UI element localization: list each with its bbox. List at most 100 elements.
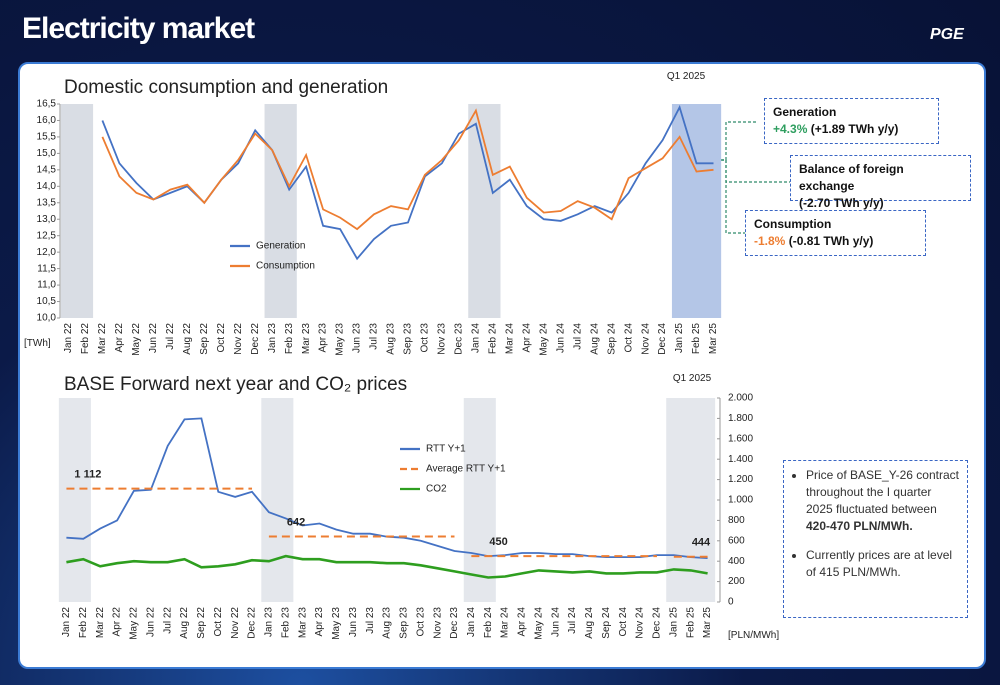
series-line [101,108,714,231]
bullet: Price of BASE_Y-26 contract throughout t… [806,467,959,535]
highlight-band [261,398,294,602]
y-tick-label: 800 [728,515,745,526]
x-tick-label: Aug 23 [382,607,393,639]
x-tick-label: Oct 23 [415,607,426,637]
x-tick-label: May 22 [129,607,140,640]
x-tick-label: Mar 23 [301,323,312,355]
callout-title: Consumption [754,217,832,231]
x-tick-label: Jun 23 [352,323,363,353]
x-tick-label: Apr 23 [318,323,329,353]
x-tick-label: Jun 24 [550,607,561,637]
x-tick-label: Jan 24 [466,607,477,637]
x-tick-label: May 23 [335,323,346,356]
callout-detail: (+1.89 TWh y/y) [810,122,899,136]
x-tick-label: Sep 24 [606,323,617,355]
x-tick-label: Nov 22 [233,323,244,355]
x-tick-label: Feb 25 [691,323,702,355]
x-tick-label: Mar 24 [504,323,515,355]
bullets: Price of BASE_Y-26 contract throughout t… [783,460,968,618]
y-tick-label: 1.600 [728,433,753,444]
legend-label: Average RTT Y+1 [426,464,506,475]
y-tick-label: 1.400 [728,454,753,465]
callout-detail: (-2.70 TWh y/y) [799,196,884,210]
x-tick-label: Dec 23 [449,607,460,639]
x-tick-label: Jan 25 [674,323,685,353]
x-tick-label: Mar 25 [708,323,719,355]
y-tick-label: 200 [728,576,745,587]
connector [716,121,758,161]
x-tick-label: Oct 24 [618,607,629,637]
x-tick-label: Mar 22 [97,323,108,355]
x-tick-label: Mar 25 [702,607,713,639]
series-line [101,104,714,261]
y-tick-label: 14,5 [37,164,57,175]
y-tick-label: 400 [728,556,745,567]
y-tick-label: 11,0 [37,280,56,291]
x-tick-label: Jul 24 [572,323,583,350]
y-tick-label: 0 [728,597,734,608]
highlight-band [58,398,91,602]
x-tick-label: Jul 22 [165,323,176,350]
x-tick-label: Aug 24 [589,323,600,355]
series-line [66,554,708,579]
x-tick-label: Mar 23 [297,607,308,639]
x-tick-label: Jun 22 [148,323,159,353]
x-tick-label: Jul 23 [365,607,376,634]
x-tick-label: Sep 24 [601,607,612,639]
x-tick-label: Sep 22 [199,323,210,355]
x-tick-label: Oct 22 [213,607,224,637]
x-tick-label: Oct 24 [623,323,634,353]
x-tick-label: Dec 22 [250,323,261,355]
x-tick-label: Apr 22 [112,607,123,637]
highlight-band [666,398,716,602]
x-tick-label: Apr 24 [517,607,528,637]
x-tick-label: Nov 23 [432,607,443,639]
x-tick-label: Aug 22 [179,607,190,639]
axis-unit: [PLN/MWh] [728,630,779,641]
chart-title: Domestic consumption and generation [64,77,388,98]
y-tick-label: 15,0 [37,148,57,159]
x-tick-label: Aug 24 [584,607,595,639]
x-tick-label: Feb 23 [284,323,295,355]
y-tick-label: 14,0 [37,181,57,192]
x-tick-label: Oct 22 [216,323,227,353]
x-tick-label: May 24 [533,607,544,640]
callout-title: Generation [773,105,837,119]
x-tick-label: Oct 23 [420,323,431,353]
y-tick-label: 1.000 [728,495,753,506]
y-tick-label: 600 [728,535,745,546]
callout-change: -1.8% [754,234,786,248]
average-label: 642 [287,516,305,528]
x-tick-label: Nov 24 [635,607,646,639]
x-tick-label: Apr 23 [314,607,325,637]
callout-title: Balance of foreign exchange [799,162,904,193]
callout: Generation +4.3% (+1.89 TWh y/y) [764,98,939,144]
x-tick-label: Aug 23 [386,323,397,355]
callout-detail: (-0.81 TWh y/y) [788,234,874,248]
x-tick-label: Mar 24 [500,607,511,639]
average-label: 450 [489,536,507,548]
y-tick-label: 16,5 [37,99,57,110]
x-tick-label: Jan 23 [264,607,275,637]
x-tick-label: Nov 23 [437,323,448,355]
x-tick-label: May 22 [131,323,142,356]
x-tick-label: Feb 23 [280,607,291,639]
x-tick-label: Sep 23 [403,323,414,355]
x-tick-label: Nov 22 [230,607,241,639]
y-tick-label: 13,0 [37,214,57,225]
legend-label: Generation [256,241,305,252]
x-tick-label: Jan 24 [471,323,482,353]
y-tick-label: 16,0 [37,115,57,126]
x-tick-label: Jul 23 [369,323,380,350]
x-tick-label: Mar 22 [95,607,106,639]
x-tick-label: Jan 25 [668,607,679,637]
x-tick-label: Feb 24 [483,607,494,639]
highlight-band [60,104,94,318]
x-tick-label: Sep 22 [196,607,207,639]
x-tick-label: Feb 24 [487,323,498,355]
highlight-label: Q1 2025 [673,373,712,384]
y-tick-label: 1.800 [728,413,753,424]
x-tick-label: Dec 24 [657,323,668,355]
x-tick-label: Jun 22 [145,607,156,637]
x-tick-label: Apr 22 [114,323,125,353]
